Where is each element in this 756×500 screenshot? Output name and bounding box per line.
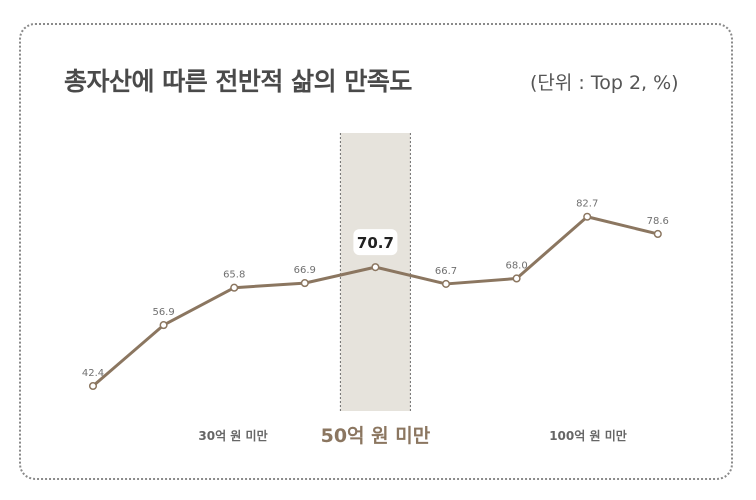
data-point <box>230 283 239 292</box>
chart-title: 총자산에 따른 전반적 삶의 만족도 <box>64 67 412 96</box>
group-label: 30억 원 미만 <box>198 428 267 443</box>
data-label: 66.9 <box>294 265 316 276</box>
data-label: 42.4 <box>82 368 104 379</box>
chart-frame <box>19 23 733 480</box>
data-point <box>441 279 451 288</box>
data-label: 78.6 <box>647 216 669 227</box>
group-label-highlight: 50억 원 미만 <box>321 425 431 447</box>
data-point <box>583 212 592 221</box>
group-label: 100억 원 미만 <box>549 428 627 443</box>
data-point <box>653 229 662 239</box>
data-point <box>371 263 380 272</box>
data-point <box>512 274 521 283</box>
data-label: 82.7 <box>576 199 598 210</box>
highlight-value-box <box>353 229 398 256</box>
unit-note: (단위 : Top 2, %) <box>530 72 679 94</box>
data-label: 65.8 <box>223 270 245 281</box>
data-label: 56.9 <box>152 307 174 318</box>
data-label: 68.0 <box>505 260 527 271</box>
highlight-value-label: 70.7 <box>357 234 394 252</box>
data-label: 66.7 <box>435 266 457 277</box>
data-point <box>88 381 98 391</box>
data-point <box>159 321 168 330</box>
data-point <box>300 279 309 288</box>
